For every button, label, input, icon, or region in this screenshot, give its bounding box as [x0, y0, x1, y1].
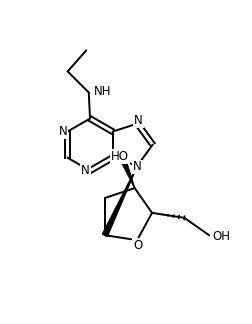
- Text: N: N: [81, 164, 90, 177]
- Text: O: O: [133, 239, 142, 252]
- Polygon shape: [102, 166, 137, 237]
- Text: NH: NH: [94, 85, 112, 98]
- Text: OH: OH: [213, 230, 231, 243]
- Text: N: N: [59, 125, 67, 138]
- Polygon shape: [121, 160, 135, 188]
- Text: N: N: [134, 114, 143, 127]
- Text: N: N: [133, 160, 142, 173]
- Text: HO: HO: [111, 150, 129, 163]
